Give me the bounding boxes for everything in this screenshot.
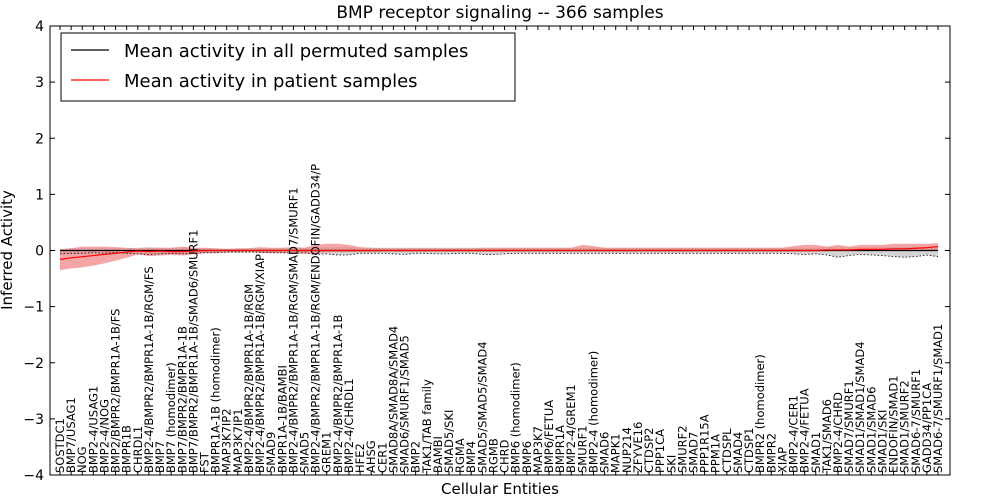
y-tick-label: 4: [35, 19, 44, 35]
y-axis-label: Inferred Activity: [0, 190, 16, 310]
y-tick-label: −3: [23, 412, 44, 428]
y-tick-label: −1: [23, 300, 44, 316]
x-tick-label: BMP7/BMPR2/BMPR1A-1B/SMAD6/SMURF1: [186, 230, 200, 473]
y-tick-label: 0: [35, 244, 44, 260]
legend: Mean activity in all permuted samples Me…: [61, 33, 515, 101]
x-axis-label: Cellular Entities: [441, 480, 559, 498]
x-tick-label: BMP2-4/BMPR2/BMPR1A-1B/RGM/SMAD7/SMURF1: [286, 187, 300, 473]
y-tick-label: −4: [23, 468, 44, 484]
y-tick-label: 2: [35, 131, 44, 147]
y-tick-label: −2: [23, 356, 44, 372]
y-tick-label: 3: [35, 75, 44, 91]
x-tick-label: BMP2-4/BMPR2/BMPR1A-1B/RGM/ENDOFIN/GADD3…: [309, 164, 323, 473]
legend-label-permuted: Mean activity in all permuted samples: [124, 41, 468, 62]
y-tick-label: 1: [35, 187, 44, 203]
x-tick-label: SMAD6-7/SMURF1/SMAD1: [931, 324, 945, 473]
bmp-signaling-chart: BMP receptor signaling -- 366 samples 4 3…: [0, 0, 1000, 500]
chart-title: BMP receptor signaling -- 366 samples: [336, 3, 663, 23]
legend-label-patient: Mean activity in patient samples: [124, 71, 418, 92]
